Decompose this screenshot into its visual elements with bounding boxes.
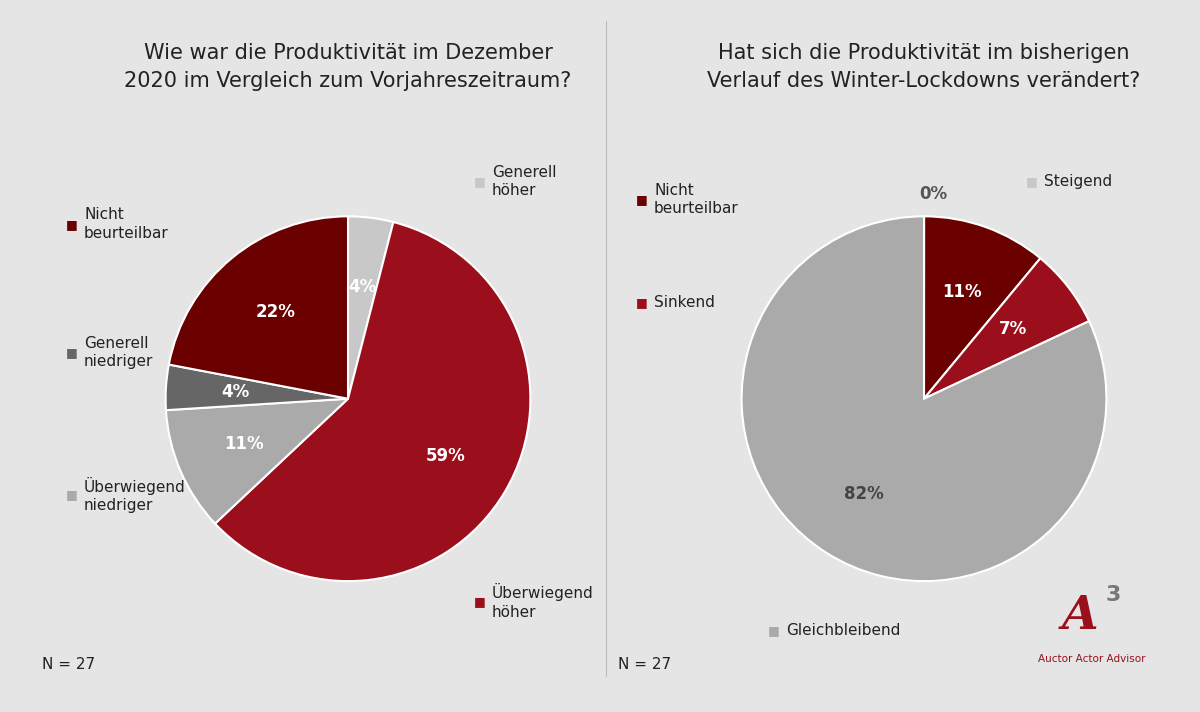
Text: 4%: 4% [221, 382, 250, 401]
Text: ■: ■ [66, 218, 78, 231]
Text: N = 27: N = 27 [42, 657, 95, 672]
Text: 7%: 7% [1000, 320, 1027, 338]
Wedge shape [169, 216, 348, 399]
Wedge shape [742, 216, 1106, 581]
Text: 0%: 0% [919, 185, 947, 204]
Text: ■: ■ [636, 296, 648, 309]
Text: 22%: 22% [256, 303, 296, 320]
Text: 11%: 11% [224, 434, 264, 453]
Text: 11%: 11% [942, 283, 982, 301]
Text: ■: ■ [474, 595, 486, 608]
Text: Generell
niedriger: Generell niedriger [84, 335, 154, 370]
Text: Sinkend: Sinkend [654, 295, 715, 310]
Wedge shape [348, 216, 394, 399]
Text: Gleichbleibend: Gleichbleibend [786, 622, 900, 638]
Wedge shape [215, 222, 530, 581]
Wedge shape [924, 258, 1090, 399]
Text: ■: ■ [66, 346, 78, 359]
Text: Auctor Actor Advisor: Auctor Actor Advisor [1038, 654, 1146, 664]
Text: A: A [1062, 593, 1098, 639]
Text: ■: ■ [1026, 175, 1038, 188]
Text: Überwiegend
höher: Überwiegend höher [492, 583, 594, 620]
Text: Hat sich die Produktivität im bisherigen
Verlauf des Winter-Lockdowns verändert?: Hat sich die Produktivität im bisherigen… [707, 43, 1141, 90]
Text: Wie war die Produktivität im Dezember
2020 im Vergleich zum Vorjahreszeitraum?: Wie war die Produktivität im Dezember 20… [125, 43, 571, 90]
Text: Nicht
beurteilbar: Nicht beurteilbar [84, 207, 169, 241]
Text: ■: ■ [474, 175, 486, 188]
Text: 3: 3 [1106, 585, 1121, 604]
Text: Nicht
beurteilbar: Nicht beurteilbar [654, 182, 739, 216]
Wedge shape [166, 365, 348, 410]
Text: Überwiegend
niedriger: Überwiegend niedriger [84, 476, 186, 513]
Text: ■: ■ [636, 193, 648, 206]
Text: N = 27: N = 27 [618, 657, 671, 672]
Text: 82%: 82% [844, 485, 883, 503]
Text: Steigend: Steigend [1044, 174, 1112, 189]
Text: 4%: 4% [348, 278, 377, 295]
Wedge shape [166, 399, 348, 523]
Text: 59%: 59% [426, 447, 466, 465]
Text: Generell
höher: Generell höher [492, 164, 557, 199]
Wedge shape [924, 216, 1040, 399]
Text: ■: ■ [66, 488, 78, 501]
Text: ■: ■ [768, 624, 780, 637]
